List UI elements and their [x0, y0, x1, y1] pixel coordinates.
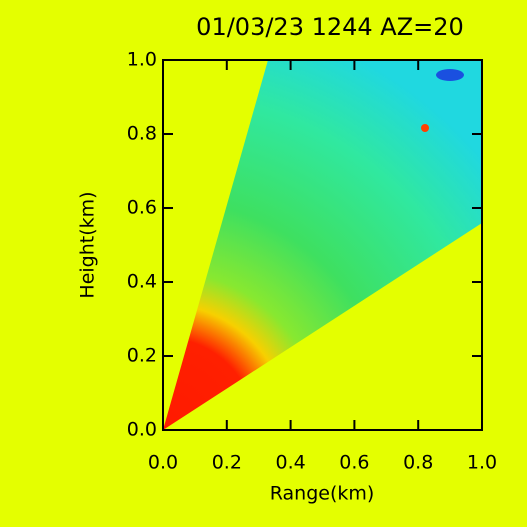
y-tick-label: 1.0 — [127, 49, 157, 71]
y-tick-label: 0.4 — [127, 271, 157, 293]
plot-frame — [162, 59, 483, 431]
x-tick-label: 0.4 — [275, 452, 305, 474]
x-axis-label: Range(km) — [270, 483, 375, 505]
x-tick-label: 0.6 — [339, 452, 369, 474]
chart-title: 01/03/23 1244 AZ=20 — [196, 13, 464, 41]
x-tick-label: 0.8 — [403, 452, 433, 474]
x-tick-label: 0.0 — [148, 452, 178, 474]
y-tick-label: 0.8 — [127, 123, 157, 145]
y-axis-label: Height(km) — [77, 191, 99, 298]
field-feature — [421, 124, 429, 132]
y-tick-label: 0.6 — [127, 197, 157, 219]
x-tick-label: 1.0 — [467, 452, 497, 474]
y-tick-label: 0.0 — [127, 419, 157, 441]
y-tick-label: 0.2 — [127, 345, 157, 367]
reflectivity-field — [163, 60, 482, 430]
field-feature — [436, 69, 464, 81]
x-tick-label: 0.2 — [212, 452, 242, 474]
